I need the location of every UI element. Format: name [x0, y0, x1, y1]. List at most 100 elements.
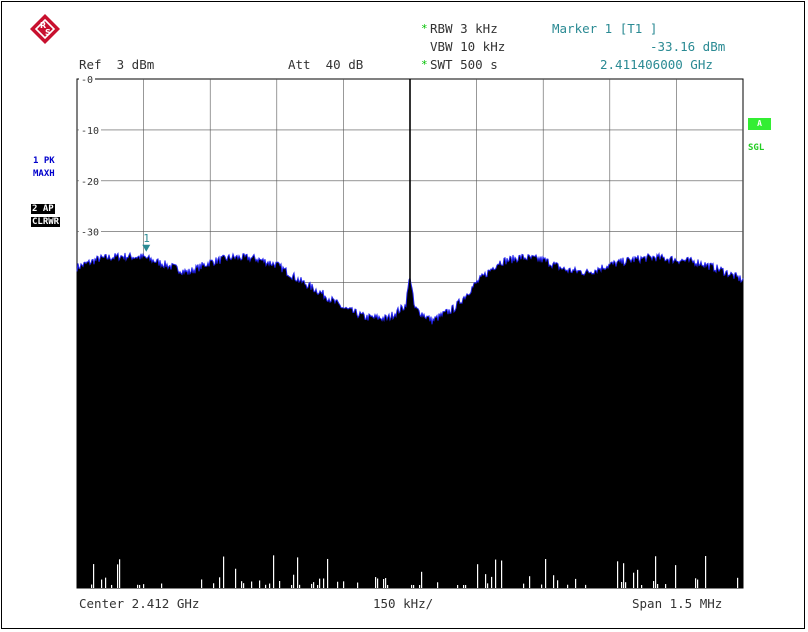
- noise-bar: [617, 561, 619, 588]
- noise-bar: [637, 569, 639, 588]
- trace2-mode: CLRWR: [31, 217, 61, 227]
- noise-bar: [465, 584, 467, 588]
- noise-bar: [139, 584, 141, 588]
- noise-bar: [437, 582, 439, 588]
- rohde-schwarz-logo: R S: [30, 14, 60, 44]
- noise-bar: [311, 583, 313, 588]
- noise-bar: [457, 584, 459, 588]
- noise-bar: [553, 575, 555, 588]
- noise-bar: [291, 584, 293, 588]
- noise-bar: [575, 578, 577, 588]
- noise-bar: [383, 579, 385, 588]
- reference-level: Ref 3 dBm: [79, 57, 155, 72]
- noise-bar: [213, 583, 215, 588]
- noise-bar: [523, 583, 525, 588]
- noise-bar: [487, 583, 489, 588]
- noise-bar: [259, 580, 261, 588]
- noise-bar: [293, 574, 295, 588]
- noise-bar: [633, 572, 635, 588]
- noise-bar: [357, 582, 359, 588]
- noise-bar: [585, 584, 587, 588]
- noise-bar: [269, 583, 271, 588]
- rbw-label: RBW 3 kHz: [430, 21, 498, 36]
- trace-a-badge: A: [748, 118, 771, 130]
- noise-bar: [119, 559, 121, 588]
- noise-bar: [385, 578, 387, 588]
- noise-bar: [251, 581, 253, 588]
- noise-bar: [695, 578, 697, 588]
- noise-bar: [297, 557, 299, 588]
- frequency-per-division: 150 kHz/: [373, 596, 434, 611]
- svg-text:S: S: [45, 28, 51, 37]
- noise-bar: [279, 580, 281, 588]
- noise-bar: [567, 584, 569, 588]
- noise-bar: [313, 582, 315, 588]
- trace2-detector: 2 AP: [31, 204, 55, 214]
- span: Span 1.5 MHz: [632, 596, 723, 611]
- noise-bar: [641, 584, 643, 588]
- noise-bar: [541, 584, 543, 588]
- noise-bar: [273, 555, 275, 588]
- noise-bar: [377, 578, 379, 588]
- noise-bar: [375, 577, 377, 588]
- noise-bar: [419, 584, 421, 588]
- noise-bar: [327, 558, 329, 588]
- noise-bar: [337, 581, 339, 588]
- noise-bar: [243, 583, 245, 588]
- marker-1-label: 1: [143, 232, 150, 245]
- noise-bar: [653, 581, 655, 588]
- noise-bar: [545, 558, 547, 588]
- noise-bar: [655, 556, 657, 588]
- noise-bar: [485, 574, 487, 588]
- center-frequency: Center 2.412 GHz: [79, 596, 200, 611]
- noise-bar: [223, 556, 225, 588]
- y-tick-label: -10: [81, 126, 99, 137]
- noise-bar: [495, 559, 497, 588]
- marker-level: -33.16 dBm: [650, 39, 726, 54]
- y-tick-bg: [79, 225, 101, 237]
- y-tick-label: -30: [81, 228, 99, 239]
- noise-bar: [501, 560, 503, 588]
- noise-bar: [105, 577, 107, 588]
- noise-bar: [657, 584, 659, 588]
- noise-bar: [91, 584, 93, 588]
- noise-bar: [117, 564, 119, 588]
- y-tick-bg: [79, 123, 101, 135]
- noise-bar: [343, 581, 345, 588]
- noise-bar: [623, 563, 625, 588]
- noise-bar: [235, 568, 237, 588]
- noise-bar: [421, 571, 423, 588]
- noise-bar: [137, 584, 139, 588]
- noise-bar: [201, 579, 203, 588]
- y-tick-bg: [79, 73, 95, 84]
- noise-bar: [737, 577, 739, 588]
- svg-text:R: R: [40, 21, 46, 30]
- noise-bar: [529, 576, 531, 588]
- noise-bar: [93, 564, 95, 588]
- attenuation: Att 40 dB: [288, 57, 364, 72]
- noise-bar: [411, 584, 413, 588]
- noise-bar: [621, 581, 623, 588]
- trace1-mode: MAXH: [33, 169, 55, 179]
- y-tick-bg: [79, 174, 101, 186]
- marker-frequency: 2.411406000 GHz: [600, 57, 713, 72]
- noise-bar: [477, 564, 479, 588]
- noise-bar: [317, 584, 319, 588]
- single-sweep-label: SGL: [748, 143, 765, 153]
- noise-bar: [299, 584, 301, 588]
- swt-label: SWT 500 s: [430, 57, 498, 72]
- noise-bar: [705, 556, 707, 588]
- noise-bar: [463, 584, 465, 588]
- noise-bar: [675, 565, 677, 588]
- y-tick-label: -20: [81, 177, 99, 188]
- noise-bar: [557, 580, 559, 588]
- y-tick-label: -0: [81, 75, 93, 86]
- vbw-label: VBW 10 kHz: [430, 39, 506, 54]
- marker-1-symbol: [142, 244, 151, 252]
- rbw-star: *: [421, 22, 428, 35]
- noise-bar: [387, 584, 389, 588]
- noise-bar: [143, 584, 145, 588]
- marker-title: Marker 1 [T1 ]: [552, 21, 658, 36]
